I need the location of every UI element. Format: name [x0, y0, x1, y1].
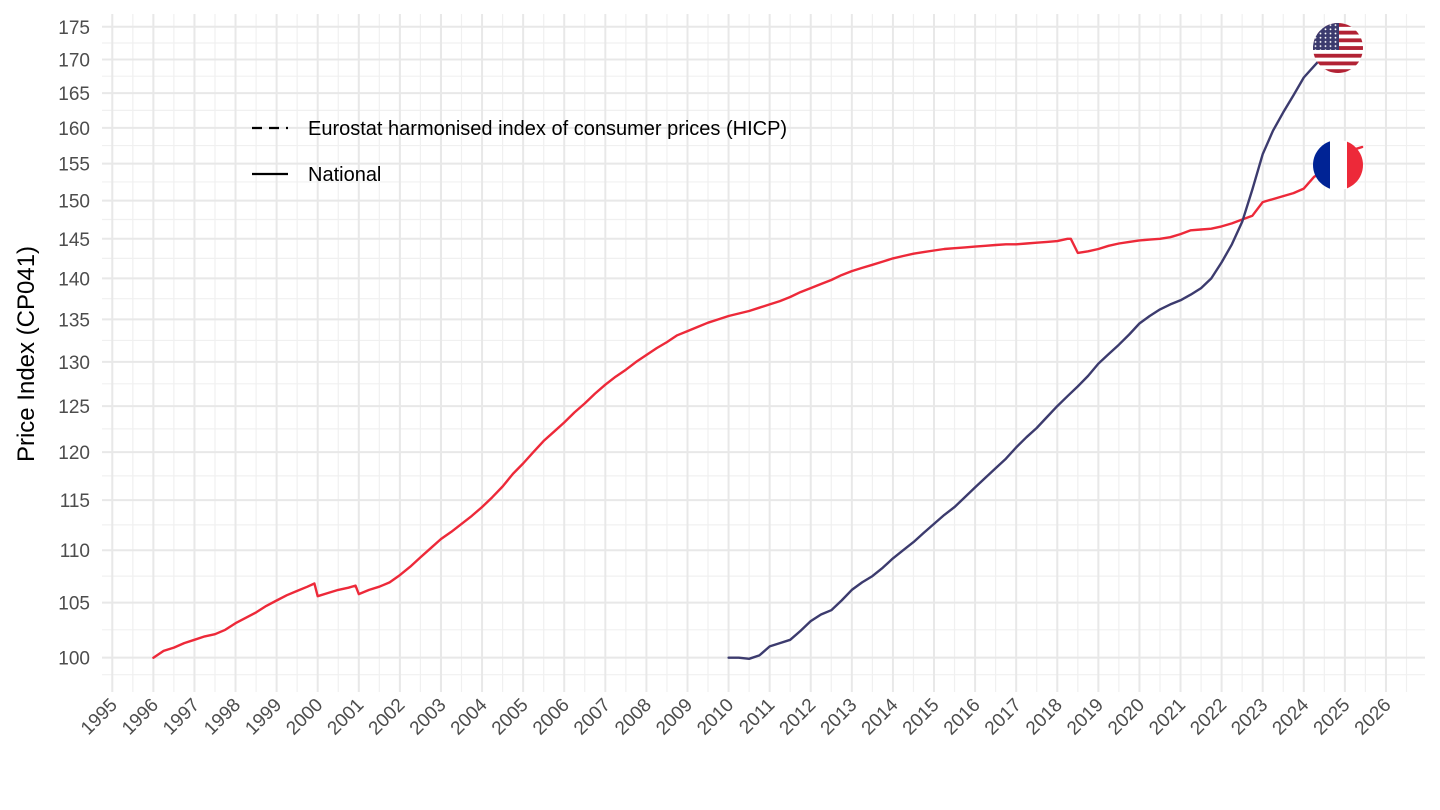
x-tick-label: 1998: [200, 695, 245, 740]
legend-label-national: National: [308, 164, 381, 186]
y-tick-label: 170: [58, 50, 90, 71]
y-tick-label: 155: [58, 155, 90, 176]
x-tick-label: 1999: [241, 695, 286, 740]
x-tick-label: 2013: [817, 695, 862, 740]
x-tick-label: 2025: [1310, 695, 1355, 740]
y-tick-label: 175: [58, 18, 90, 39]
x-tick-label: 2026: [1351, 695, 1396, 740]
x-tick-label: 2011: [735, 695, 779, 739]
y-axis-title: Price Index (CP041): [13, 246, 40, 462]
x-tick-label: 2020: [1104, 695, 1149, 740]
x-tick-label: 2024: [1269, 694, 1314, 739]
x-tick-label: 2000: [282, 695, 327, 740]
y-tick-label: 105: [58, 594, 90, 615]
x-tick-label: 2003: [406, 695, 451, 740]
fr-flag-icon: [1313, 140, 1363, 190]
x-tick-label: 2021: [1145, 695, 1190, 740]
x-tick-label: 2010: [693, 695, 738, 740]
x-tick-label: 2018: [1022, 695, 1067, 740]
major-grid: [102, 14, 1425, 692]
x-tick-label: 2004: [447, 694, 492, 739]
y-tick-label: 165: [58, 84, 90, 105]
x-tick-label: 2022: [1186, 695, 1231, 740]
x-tick-label: 1995: [77, 695, 122, 740]
x-tick-label: 2012: [776, 695, 821, 740]
x-tick-label: 2007: [570, 695, 615, 740]
y-tick-label: 115: [60, 491, 90, 512]
minor-grid: [102, 14, 1425, 692]
us-flag-icon: [1313, 23, 1363, 73]
x-tick-label: 2016: [940, 695, 985, 740]
x-tick-label: 2006: [529, 695, 574, 740]
y-tick-label: 145: [58, 230, 90, 251]
y-tick-label: 110: [60, 541, 90, 562]
y-tick-label: 140: [58, 269, 90, 290]
x-tick-label: 1997: [159, 695, 204, 740]
series-line-united-states: [727, 39, 1357, 660]
y-tick-label: 125: [58, 397, 90, 418]
y-tick-label: 100: [58, 649, 90, 670]
x-tick-label: 2009: [652, 695, 697, 740]
x-tick-label: 2008: [611, 695, 656, 740]
y-axis-ticks: 100 105 110 115 120 125 130 135 140 145 150 155 160 1…: [58, 18, 90, 670]
legend: Eurostat harmonised index of consumer pr…: [252, 118, 787, 186]
series-lines: [152, 39, 1364, 660]
y-tick-label: 160: [58, 119, 90, 140]
x-tick-label: 2019: [1063, 695, 1108, 740]
y-tick-label: 130: [58, 353, 90, 374]
y-tick-label: 135: [58, 310, 90, 331]
x-tick-label: 1996: [118, 695, 163, 740]
x-tick-label: 2005: [488, 695, 533, 740]
series-line-france: [152, 145, 1364, 659]
x-tick-label: 2023: [1227, 695, 1272, 740]
y-tick-label: 120: [58, 443, 90, 464]
y-tick-label: 150: [58, 192, 90, 213]
x-tick-label: 2017: [981, 695, 1026, 740]
x-tick-label: 2002: [365, 695, 410, 740]
x-tick-label: 2001: [324, 695, 369, 740]
x-tick-label: 2014: [858, 694, 903, 739]
legend-label-hicp: Eurostat harmonised index of consumer pr…: [308, 118, 787, 140]
x-axis-ticks: 1995199619971998199920002001200220032004…: [77, 694, 1395, 739]
x-tick-label: 2015: [899, 695, 944, 740]
